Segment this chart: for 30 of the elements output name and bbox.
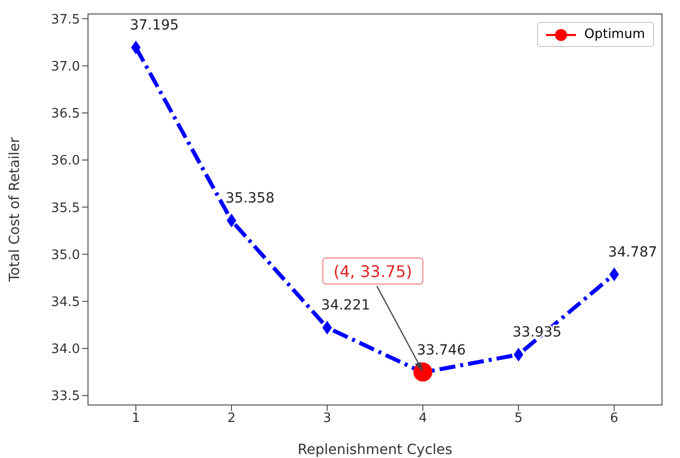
y-tick-label: 35.5 — [51, 200, 80, 216]
legend-label: Optimum — [584, 27, 645, 42]
data-label: 33.746 — [416, 342, 466, 358]
y-tick-label: 37.5 — [51, 12, 80, 28]
x-axis-title: Replenishment Cycles — [298, 442, 452, 458]
point — [131, 40, 141, 54]
y-axis-title: Total Cost of Retailer — [6, 136, 23, 283]
x-tick-label: 4 — [418, 411, 427, 426]
y-tick-label: 33.5 — [51, 389, 80, 404]
y-tick-label: 34.5 — [51, 294, 80, 310]
y-tick-label: 37.0 — [51, 59, 80, 74]
point — [413, 362, 432, 382]
point — [322, 321, 332, 334]
y-tick-label: 36.5 — [51, 106, 80, 122]
point — [226, 214, 236, 228]
x-tick-label: 2 — [227, 411, 236, 426]
y-tick-label: 34.0 — [51, 342, 80, 358]
x-tick-label: 3 — [323, 411, 332, 426]
x-tick-label: 1 — [132, 411, 140, 426]
x-tick-label: 6 — [610, 411, 618, 426]
data-label: 37.195 — [130, 17, 179, 34]
y-tick-label: 36.0 — [51, 154, 80, 169]
point — [514, 348, 524, 362]
data-label: 35.358 — [226, 190, 274, 207]
data-label: 34.787 — [608, 244, 658, 260]
x-tick-label: 5 — [514, 411, 523, 426]
y-tick-label: 35.0 — [51, 248, 80, 263]
annotation: (4, 33.75) — [334, 262, 412, 282]
point — [609, 268, 619, 281]
data-label: 34.221 — [321, 298, 370, 314]
